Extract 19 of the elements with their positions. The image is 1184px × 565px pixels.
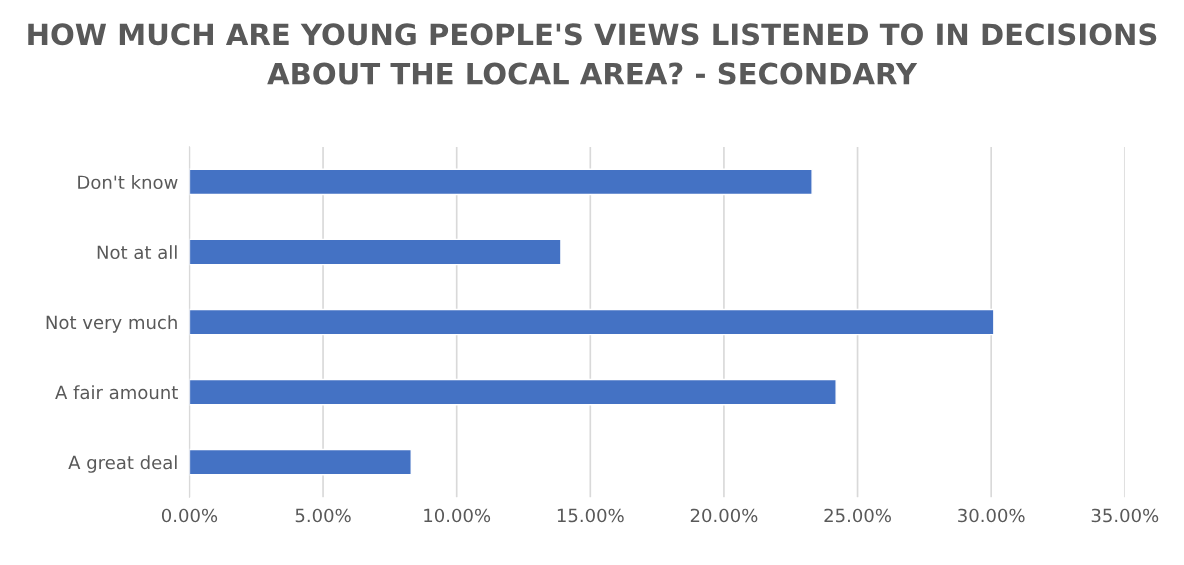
bar — [189, 308, 995, 336]
y-tick-label: A fair amount — [55, 385, 178, 400]
y-tick-label: Not at all — [97, 245, 177, 260]
y-tick-label: Don't know — [78, 175, 178, 190]
x-tick-label: 20.00% — [690, 508, 758, 523]
bar — [189, 448, 412, 476]
x-tick-label: 15.00% — [557, 508, 624, 523]
x-tick-label: 5.00% — [295, 508, 351, 523]
x-tick-label: 10.00% — [424, 508, 491, 523]
x-tick-label: 0.00% — [161, 508, 218, 523]
x-tick-label: 30.00% — [958, 508, 1025, 523]
bar — [189, 168, 813, 196]
x-tick-label: 25.00% — [824, 508, 891, 523]
y-tick-label: A great deal — [68, 455, 177, 473]
chart-title: HOW MUCH ARE YOUNG PEOPLE'S VIEWS LISTENED TO IN DECISIONS ABOUT THE LOCAL AREA? - SECONDARY — [28, 23, 1157, 85]
bar — [189, 238, 562, 266]
bar — [189, 378, 837, 406]
x-tick-label: 35.00% — [1091, 508, 1159, 523]
y-tick-label: Not very much — [46, 315, 177, 333]
